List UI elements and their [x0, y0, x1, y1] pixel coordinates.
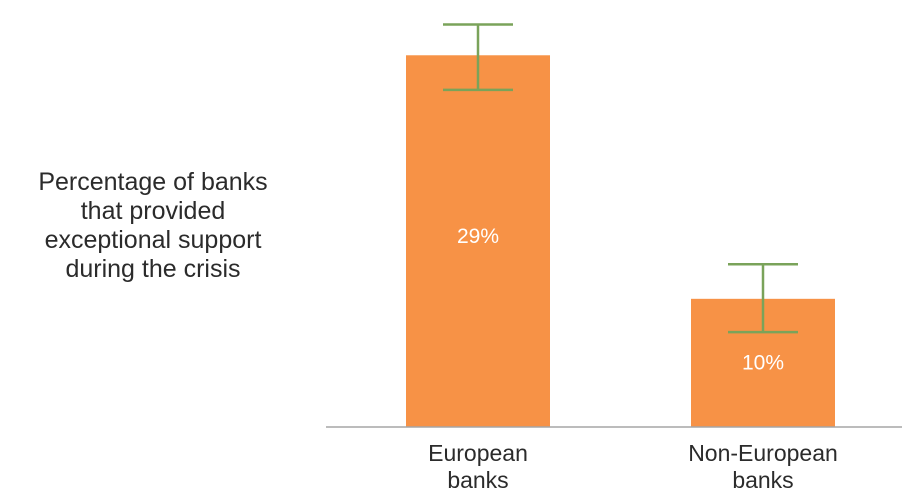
y-axis-label: Percentage of banks that provided except… [0, 168, 306, 284]
data-label: 10% [742, 351, 784, 374]
data-label: 29% [457, 225, 499, 248]
y-axis-label-line: during the crisis [65, 255, 241, 283]
bar [406, 55, 550, 427]
x-tick-label: banks [447, 467, 508, 491]
y-axis-label-line: Percentage of banks [38, 168, 268, 196]
x-tick-label: European [428, 440, 528, 466]
x-tick-label: banks [732, 467, 793, 491]
x-tick-label: Non-European [688, 440, 838, 466]
y-axis-label-line: that provided [80, 197, 226, 225]
y-axis-label-line: exceptional support [44, 226, 262, 254]
